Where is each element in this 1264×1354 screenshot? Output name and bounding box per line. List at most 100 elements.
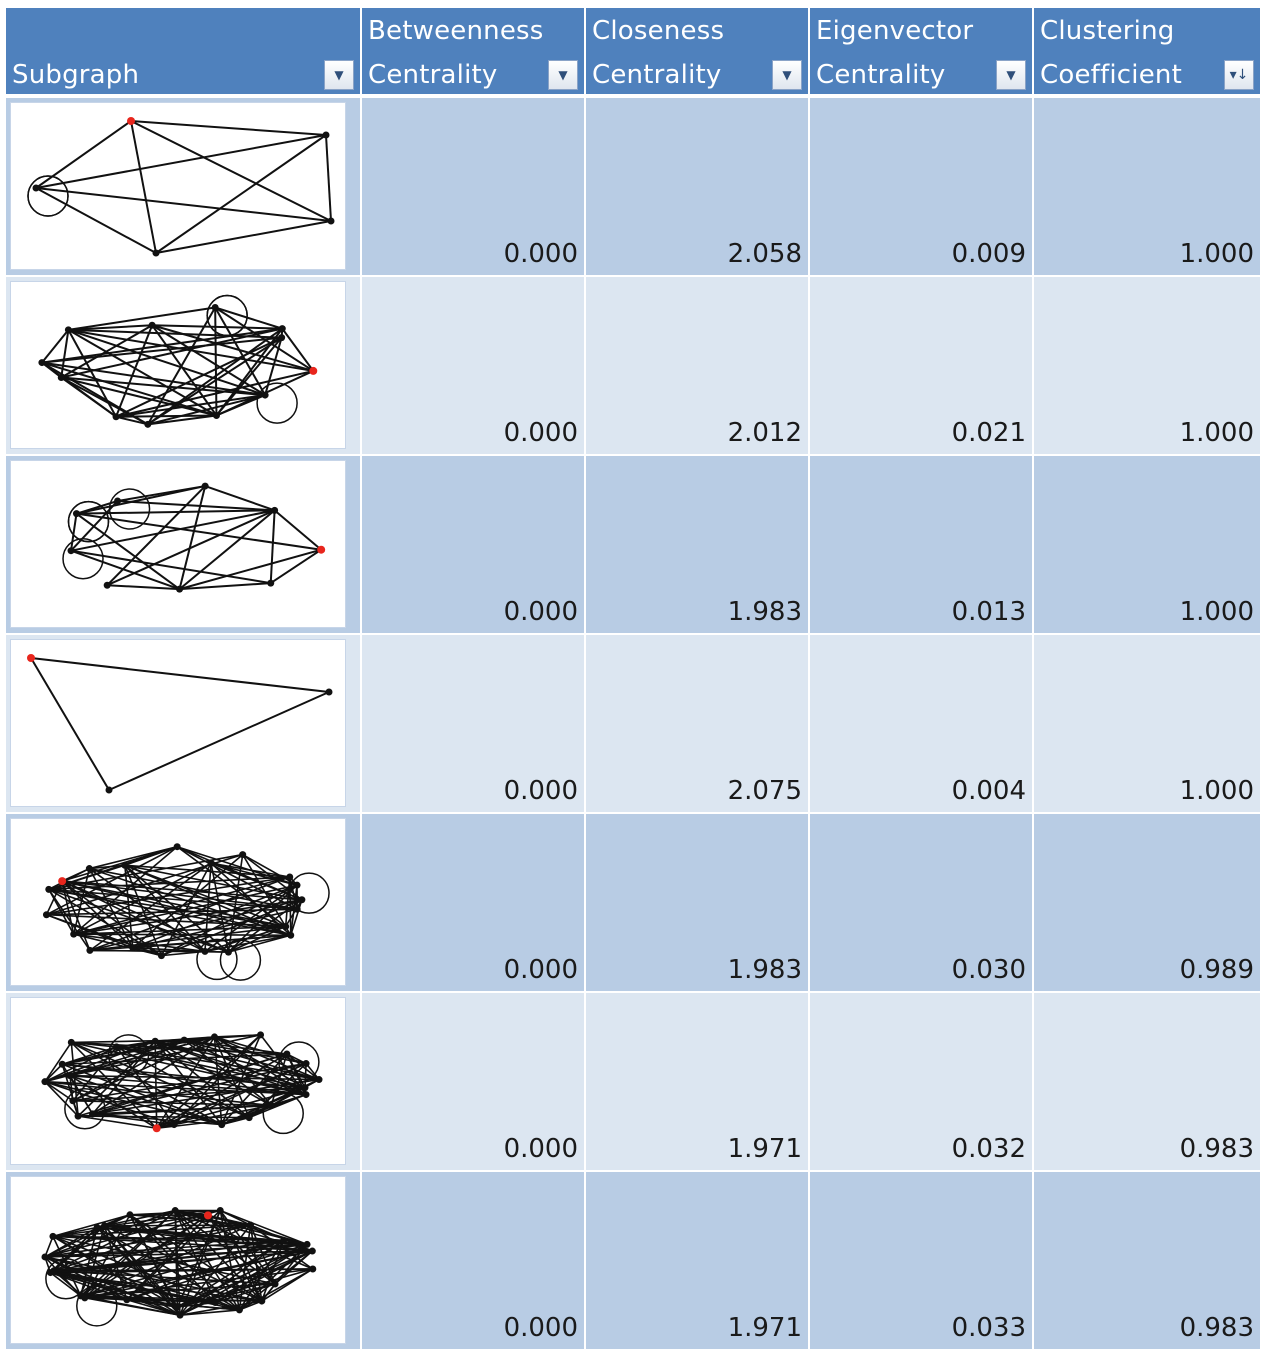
graph-node [216, 1207, 224, 1215]
subgraph-cell[interactable] [6, 98, 360, 275]
graph-edge [117, 500, 275, 512]
graph-edge [96, 1209, 221, 1229]
column-header-line1: Eigenvector [816, 16, 974, 46]
subgraph-thumbnail[interactable] [10, 639, 346, 807]
graph-node [74, 1112, 82, 1120]
column-header-0[interactable]: Subgraph ▼ [6, 8, 360, 94]
eigenvector-cell[interactable]: 0.009 [810, 98, 1032, 275]
closeness-cell[interactable]: 1.983 [586, 814, 808, 991]
graph-edge [41, 336, 282, 364]
clustering-cell[interactable]: 0.983 [1034, 993, 1260, 1170]
graph-node [148, 321, 156, 329]
graph-node [201, 482, 209, 490]
subgraph-thumbnail[interactable] [10, 460, 346, 628]
graph-edge [69, 1036, 215, 1077]
clustering-cell[interactable]: 0.983 [1034, 1172, 1260, 1349]
betweenness-cell[interactable]: 0.000 [362, 1172, 584, 1349]
graph-edge [178, 509, 276, 590]
column-header-3[interactable]: Eigenvector Centrality ▼ [810, 8, 1032, 94]
graph-drawing [41, 1207, 317, 1327]
subgraph-cell[interactable] [6, 456, 360, 633]
graph-node [86, 946, 94, 954]
eigenvector-cell[interactable]: 0.004 [810, 635, 1032, 812]
graph-node [308, 1247, 316, 1255]
graph-edge [68, 324, 153, 331]
dropdown-arrow-icon[interactable]: ▼ [772, 60, 802, 90]
graph-edge [116, 1046, 250, 1119]
betweenness-cell[interactable]: 0.000 [362, 456, 584, 633]
graph-edge [88, 868, 134, 949]
subgraph-thumbnail[interactable] [10, 997, 346, 1165]
graph-edge [130, 120, 332, 222]
clustering-cell[interactable]: 0.989 [1034, 814, 1260, 991]
clustering-cell[interactable]: 1.000 [1034, 635, 1260, 812]
eigenvector-cell[interactable]: 0.021 [810, 277, 1032, 454]
column-header-4[interactable]: Clustering Coefficient ▾↓ [1034, 8, 1260, 94]
graph-node [271, 506, 279, 514]
graph-node [245, 1114, 253, 1122]
graph-edge [325, 134, 332, 222]
graph-node [103, 581, 111, 589]
graph-node [303, 1240, 311, 1248]
dropdown-arrow-icon[interactable]: ▼ [548, 60, 578, 90]
betweenness-cell[interactable]: 0.000 [362, 814, 584, 991]
graph-edge [124, 864, 290, 878]
graph-node [224, 948, 232, 956]
graph-node [261, 391, 269, 399]
dropdown-arrow-icon[interactable]: ▼ [996, 60, 1026, 90]
eigenvector-cell[interactable]: 0.032 [810, 993, 1032, 1170]
subgraph-cell[interactable] [6, 814, 360, 991]
graph-edge [151, 324, 266, 396]
clustering-cell[interactable]: 1.000 [1034, 277, 1260, 454]
subgraph-thumbnail[interactable] [10, 1176, 346, 1344]
closeness-cell[interactable]: 1.971 [586, 1172, 808, 1349]
column-header-2[interactable]: Closeness Centrality ▼ [586, 8, 808, 94]
dropdown-arrow-icon[interactable]: ▼ [324, 60, 354, 90]
graph-edge [52, 1214, 131, 1238]
closeness-cell[interactable]: 2.012 [586, 277, 808, 454]
graph-edge [30, 657, 330, 693]
betweenness-cell[interactable]: 0.000 [362, 635, 584, 812]
clustering-cell[interactable]: 1.000 [1034, 456, 1260, 633]
subgraph-cell[interactable] [6, 277, 360, 454]
subgraph-thumbnail[interactable] [10, 818, 346, 986]
subgraph-cell[interactable] [6, 1172, 360, 1349]
closeness-cell[interactable]: 2.058 [586, 98, 808, 275]
graph-edge [238, 1250, 313, 1311]
graph-edge [151, 324, 218, 417]
graph-node [152, 249, 160, 257]
column-header-1[interactable]: Betweenness Centrality ▼ [362, 8, 584, 94]
graph-edge [104, 1225, 313, 1252]
closeness-cell[interactable]: 1.971 [586, 993, 808, 1170]
eigenvector-cell[interactable]: 0.033 [810, 1172, 1032, 1349]
graph-edge [227, 899, 303, 953]
eigenvector-cell[interactable]: 0.013 [810, 456, 1032, 633]
graph-node [42, 911, 50, 919]
closeness-cell[interactable]: 2.075 [586, 635, 808, 812]
closeness-cell[interactable]: 1.983 [586, 456, 808, 633]
graph-node [211, 1298, 219, 1306]
subgraph-thumbnail[interactable] [10, 281, 346, 449]
graph-node [278, 334, 286, 342]
eigenvector-value: 0.021 [951, 418, 1026, 448]
betweenness-cell[interactable]: 0.000 [362, 98, 584, 275]
subgraph-thumbnail[interactable] [10, 102, 346, 270]
closeness-value: 2.075 [727, 776, 802, 806]
graph-edge [156, 1062, 307, 1129]
graph-edge [104, 1225, 308, 1246]
graph-node [201, 947, 209, 955]
graph-edges [44, 1034, 320, 1130]
clustering-cell[interactable]: 1.000 [1034, 98, 1260, 275]
graph-node [93, 1224, 101, 1232]
betweenness-cell[interactable]: 0.000 [362, 277, 584, 454]
subgraph-cell[interactable] [6, 993, 360, 1170]
betweenness-cell[interactable]: 0.000 [362, 993, 584, 1170]
graph-node [67, 1038, 75, 1046]
subgraph-cell[interactable] [6, 635, 360, 812]
eigenvector-cell[interactable]: 0.030 [810, 814, 1032, 991]
highlighted-node [317, 545, 326, 554]
graph-edge [53, 1250, 313, 1272]
graph-edge [124, 864, 303, 901]
sort-descending-icon[interactable]: ▾↓ [1224, 60, 1254, 90]
graph-node [210, 1033, 218, 1041]
